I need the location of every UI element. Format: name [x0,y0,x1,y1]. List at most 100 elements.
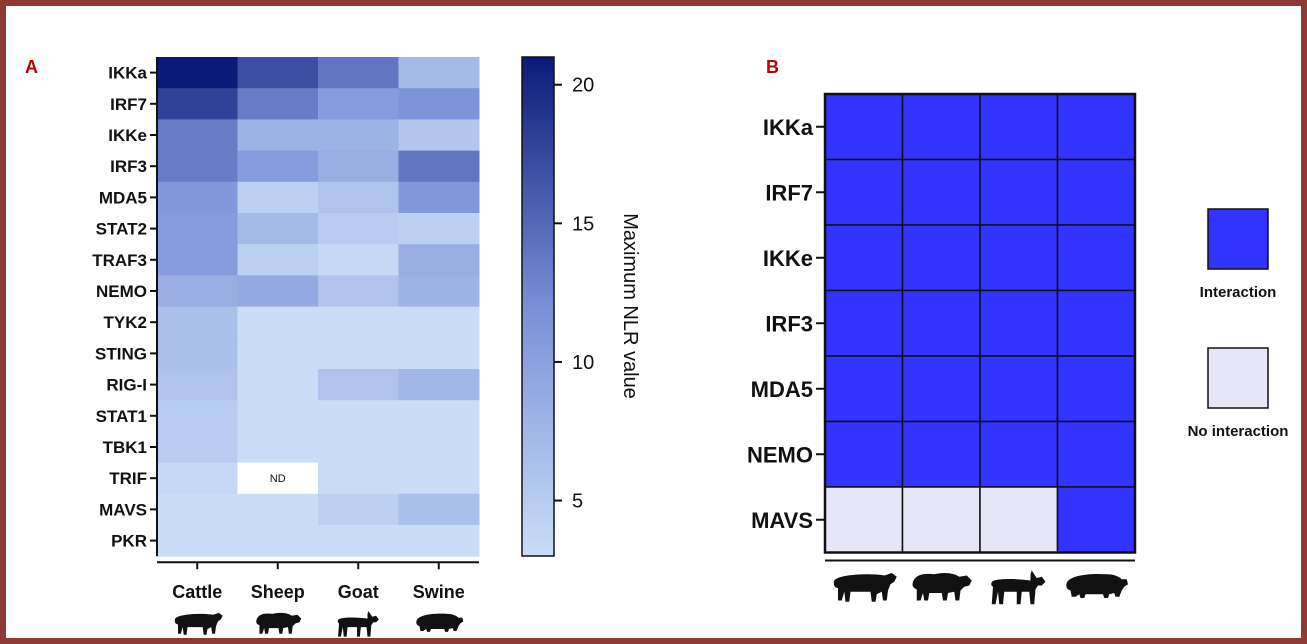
heatmap-a-cell [237,525,319,557]
missing-value-label: ND [270,473,286,485]
heatmap-a-cell [318,306,399,339]
cattle-icon [833,573,897,602]
heatmap-a-cell [398,400,480,432]
heatmap-b: IKKa IRF7 IKKe IRF3 MDA5 NEMO MAVS [747,92,1137,605]
colorbar-tick-label: 10 [572,352,594,374]
row-label: IRF3 [765,311,813,336]
heatmap-a-cell [237,213,319,245]
heatmap-a-cell [398,306,480,339]
legend-label: No interaction [1188,423,1289,440]
row-label: TRIF [109,469,147,488]
heatmap-a-cell [237,462,319,495]
heatmap-a-cell [237,400,319,432]
heatmap-b-cell [1056,289,1136,357]
sheep-icon [912,572,972,601]
row-label: STING [95,344,147,363]
heatmap-b-cell [979,420,1059,488]
heatmap-b-cell [979,158,1059,226]
heatmap-a-cell [398,181,480,214]
heatmap-b-cell [824,289,904,357]
row-label: TRAF3 [92,251,147,270]
colorbar-tick-label: 5 [572,491,583,513]
heatmap-b-cell [901,486,981,554]
heatmap-a-cell [157,525,238,557]
heatmap-b-cell [901,158,981,226]
heatmap-a-cell [157,213,238,245]
heatmap-a-cell [318,213,399,245]
row-label: MAVS [751,508,813,533]
column-label: Goat [338,582,379,602]
heatmap-b-cell [901,355,981,423]
row-label: IKKa [763,115,814,140]
cattle-icon [174,612,223,635]
heatmap-b-cell [1056,486,1136,554]
row-label: MDA5 [99,188,147,207]
heatmap-a-cell [318,57,399,89]
heatmap-b-cell [1056,355,1136,423]
heatmap-b-cell [1056,420,1136,488]
row-label: TYK2 [104,313,147,332]
colorbar: 5 10 15 20 [521,56,594,557]
row-label: IKKe [108,126,147,145]
heatmap-b-cell [979,93,1059,161]
row-label: NEMO [96,282,147,301]
heatmap-a-cell [157,181,238,214]
heatmap-a-cell [398,244,480,276]
row-label: NEMO [747,442,813,467]
heatmap-a-cell [237,88,319,120]
heatmap-a-cell [157,244,238,276]
heatmap-a-cell [318,400,399,432]
heatmap-a-cell [398,369,480,401]
heatmap-a-cell [237,181,319,214]
heatmap-a-cell [398,119,480,152]
heatmap-a-cell [398,213,480,245]
heatmap-a-cell [237,431,319,464]
legend-swatch [1207,208,1269,270]
heatmap-b-cell [1056,158,1136,226]
heatmap-a-cell [157,57,238,89]
heatmap-b-cell [901,289,981,357]
heatmap-b-cell [824,486,904,554]
heatmap-b-cell [1056,224,1136,292]
heatmap-b-cell [979,486,1059,554]
heatmap-a-cell [398,275,480,308]
legend-swatch [1207,347,1269,409]
row-label: IKKa [108,64,147,83]
heatmap-a-cell [237,493,319,526]
row-label: IRF7 [110,95,147,114]
heatmap-b-cell [824,355,904,423]
heatmap-a: IKKa IRF7 IKKe IRF3 MDA5 STAT2 TRAF3 NEMO TYK2 ST… [92,57,480,637]
heatmap-b-cell [901,93,981,161]
colorbar-gradient [521,56,555,557]
row-label: STAT1 [96,407,147,426]
heatmap-a-cell [398,493,480,526]
heatmap-a-cell [157,119,238,152]
heatmap-a-cell [157,337,238,370]
row-label: MAVS [99,500,147,519]
row-label: IKKe [763,246,813,271]
column-label: Swine [413,582,465,602]
heatmap-a-cell [237,57,319,89]
heatmap-a-cell [318,462,399,495]
heatmap-a-cell [398,337,480,370]
heatmap-a-cell [157,150,238,183]
heatmap-b-cell [901,224,981,292]
row-label: IRF3 [110,157,147,176]
heatmap-a-cell [157,493,238,526]
row-label: RIG-I [106,376,147,395]
heatmap-a-cell [237,337,319,370]
heatmap-a-cell [237,306,319,339]
heatmap-a-cell [318,181,399,214]
heatmap-a-cell [157,369,238,401]
heatmap-a-cell [157,400,238,432]
heatmap-b-cell [979,224,1059,292]
goat-icon [337,611,379,637]
heatmap-b-border [823,92,1137,554]
heatmap-a-cell [398,431,480,464]
heatmap-a-cell [318,369,399,401]
heatmap-a-cell [318,275,399,308]
heatmap-a-cell [237,150,319,183]
column-label: Cattle [172,582,222,602]
heatmap-a-cell [157,431,238,464]
